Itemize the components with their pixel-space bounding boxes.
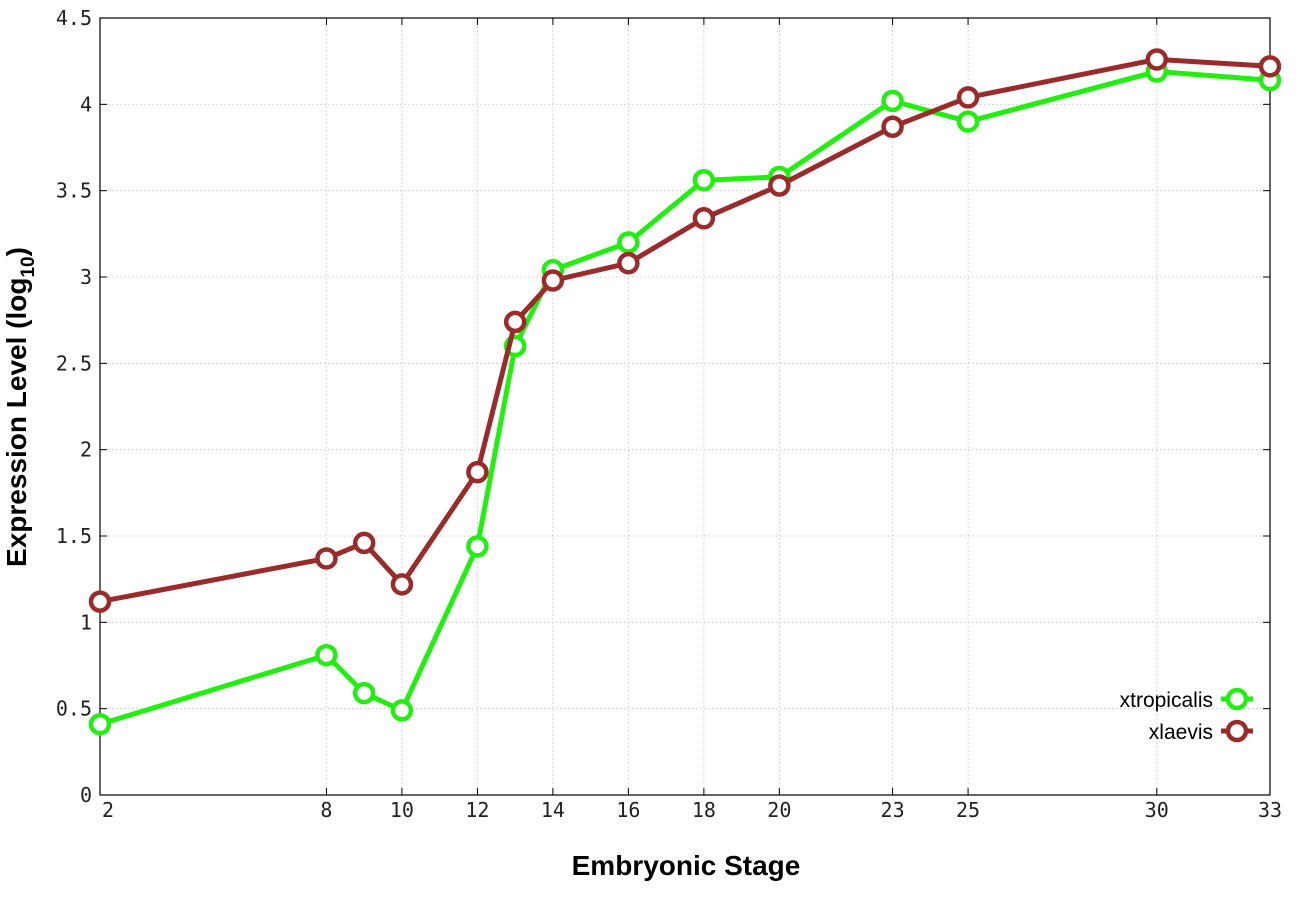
- series-lines: [88, 48, 1282, 736]
- series-line-xtropicalis: [99, 69, 1271, 727]
- data-point-xlaevis: [1258, 55, 1282, 78]
- y-tick-label: 4.5: [56, 6, 92, 30]
- data-point-xlaevis: [88, 590, 112, 613]
- data-point-xtropicalis: [692, 169, 716, 192]
- y-tick-label: 4: [80, 92, 92, 116]
- series-xlaevis: [88, 48, 1282, 613]
- legend: xtropicalis xlaevis: [1120, 687, 1253, 744]
- x-tick-label: 33: [1258, 798, 1282, 822]
- legend-swatch-marker: [1225, 719, 1249, 743]
- grid: [100, 18, 1270, 795]
- x-tick-label: 8: [320, 798, 332, 822]
- data-point-xlaevis: [466, 460, 489, 484]
- data-point-xlaevis: [617, 251, 640, 275]
- y-tick-label: 0.5: [56, 697, 92, 721]
- y-tick-label: 2.5: [56, 351, 92, 375]
- data-point-xtropicalis: [956, 110, 980, 133]
- legend-swatch-marker: [1225, 687, 1249, 711]
- data-point-xlaevis: [692, 207, 716, 230]
- plot-frame: [99, 17, 1271, 796]
- y-tick-label: 1.5: [56, 524, 92, 548]
- x-axis-title: Embryonic Stage: [572, 850, 801, 881]
- y-tick-label: 2: [80, 438, 92, 462]
- x-tick-label: 25: [956, 798, 980, 822]
- x-tick-label: 10: [390, 798, 414, 822]
- data-point-xtropicalis: [352, 681, 376, 705]
- x-tick-label: 14: [541, 798, 565, 822]
- data-point-xlaevis: [503, 310, 527, 334]
- data-point-xlaevis: [352, 531, 376, 555]
- y-tick-label: 1: [80, 610, 92, 634]
- data-point-xlaevis: [541, 269, 565, 292]
- data-point-xlaevis: [390, 573, 414, 596]
- y-axis-title: Expression Level (log10): [1, 247, 39, 567]
- series-xtropicalis: [88, 60, 1282, 736]
- data-point-xlaevis: [881, 115, 904, 139]
- data-point-xtropicalis: [315, 643, 338, 667]
- x-tick-label: 30: [1145, 798, 1169, 822]
- series-line-xlaevis: [99, 56, 1271, 605]
- y-tick-label: 3: [80, 265, 92, 289]
- x-tick-label: 16: [616, 798, 640, 822]
- data-point-xlaevis: [1145, 48, 1169, 71]
- data-point-xlaevis: [315, 547, 338, 570]
- x-tick-label: 18: [692, 798, 716, 822]
- data-point-xlaevis: [768, 174, 791, 197]
- data-point-xtropicalis: [617, 231, 640, 254]
- data-point-xtropicalis: [881, 89, 904, 113]
- y-tick-label: 3.5: [56, 179, 92, 203]
- x-tick-label: 23: [881, 798, 905, 822]
- x-tick-label: 20: [767, 798, 791, 822]
- data-point-xtropicalis: [390, 699, 414, 722]
- axis-ticks: 0 0.5 1 1.5 2 2.5 3 3.5 4 4.5 2 8 10 12 14 16 18 20 23 25 30…: [56, 6, 1282, 822]
- x-tick-label: 2: [102, 798, 114, 822]
- legend-label: xtropicalis: [1120, 689, 1213, 712]
- data-point-xtropicalis: [466, 535, 489, 558]
- legend-label: xlaevis: [1149, 721, 1213, 744]
- data-point-xlaevis: [956, 86, 980, 109]
- y-tick-label: 0: [80, 783, 92, 807]
- data-point-xtropicalis: [88, 712, 112, 736]
- x-tick-label: 12: [465, 798, 489, 822]
